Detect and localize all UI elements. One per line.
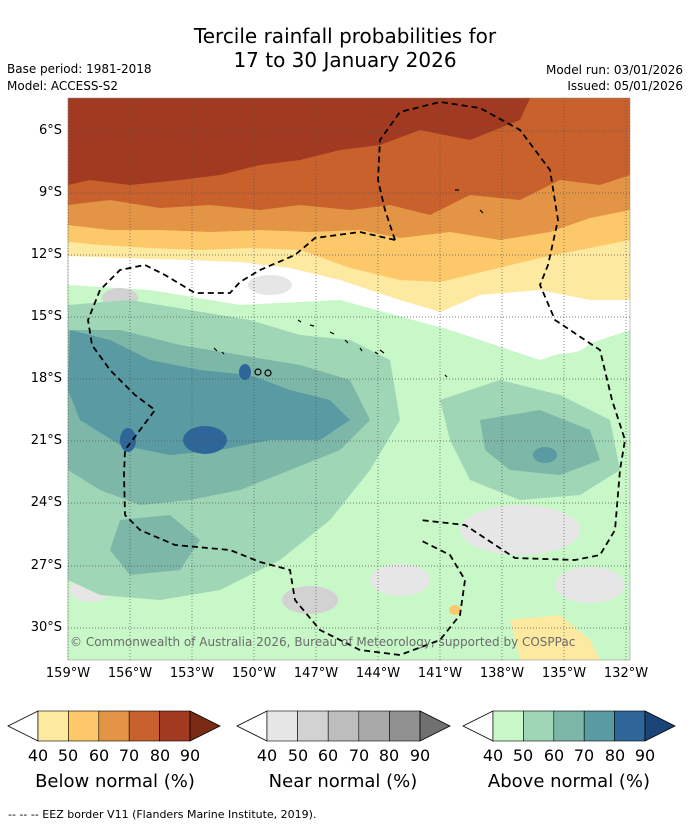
lon-label: 141°W	[417, 666, 463, 681]
below-normal-50-60-region	[449, 605, 461, 615]
lon-label: 135°W	[541, 666, 587, 681]
legend-above-tick: 60	[543, 746, 565, 765]
near-normal-patch	[555, 567, 625, 603]
near-normal-patch	[282, 586, 338, 614]
legend-above-tick: 40	[482, 746, 504, 765]
model-name: Model: ACCESS-S2	[7, 79, 119, 93]
legend-near-normal-bar	[236, 710, 451, 742]
near-normal-patch	[248, 275, 292, 295]
above-normal-60-70-region	[110, 515, 200, 575]
islands	[213, 189, 484, 378]
legend-above-tick: 90	[634, 746, 656, 765]
lat-label: 24°S	[30, 495, 62, 510]
lat-label: 9°S	[38, 185, 62, 200]
lat-label: 27°S	[30, 558, 62, 573]
legend-above-tick: 70	[573, 746, 595, 765]
legend-below-tick: 60	[88, 746, 110, 765]
legend-below-tick: 40	[27, 746, 49, 765]
below-normal-40-50-region	[510, 615, 600, 660]
lat-label: 6°S	[38, 123, 62, 138]
legend-below-tick: 80	[149, 746, 171, 765]
legend-above-normal-bar	[462, 710, 676, 742]
legend-near-title: Near normal (%)	[268, 771, 418, 792]
base-period: Base period: 1981-2018	[7, 62, 152, 76]
lat-label: 12°S	[30, 247, 62, 262]
legend-below-title: Below normal (%)	[35, 771, 195, 792]
legend-near-tick: 80	[378, 746, 400, 765]
legend-above-tick: 50	[512, 746, 534, 765]
near-normal-patch	[460, 505, 580, 555]
map-frame	[67, 97, 631, 661]
title-line-1: Tercile rainfall probabilities for	[193, 24, 497, 48]
legend-above-tick: 80	[604, 746, 626, 765]
legend-below-tick: 90	[179, 746, 201, 765]
issued-date: Issued: 05/01/2026	[567, 79, 683, 93]
legend-near-tick: 50	[287, 746, 309, 765]
above-normal-80-90-region	[120, 428, 136, 452]
no-dominant-patch	[530, 326, 590, 354]
legend-below-tick: 50	[57, 746, 79, 765]
lat-label: 30°S	[30, 620, 62, 635]
lon-label: 156°W	[107, 666, 153, 681]
model-run: Model run: 03/01/2026	[545, 63, 683, 77]
gridlines	[67, 98, 630, 660]
copyright-notice: © Commonwealth of Australia 2026, Bureau…	[70, 635, 576, 649]
lon-label: 159°W	[45, 666, 91, 681]
eez-borders	[87, 101, 626, 656]
above-normal-80-90-region	[183, 426, 227, 454]
legend-above-title: Above normal (%)	[487, 771, 651, 792]
lat-label: 18°S	[30, 371, 62, 386]
legend-near-tick: 70	[348, 746, 370, 765]
legend-below-normal-bar	[7, 710, 221, 742]
above-normal-80-90-region	[239, 364, 251, 380]
lon-label: 153°W	[169, 666, 215, 681]
legend-near-tick: 90	[409, 746, 431, 765]
legend-near-tick: 40	[256, 746, 278, 765]
legend-near-tick: 60	[317, 746, 339, 765]
lon-label: 132°W	[603, 666, 649, 681]
eez-footnote: -- -- -- EEZ border V11 (Flanders Marine…	[8, 808, 317, 821]
title-line-2: 17 to 30 January 2026	[233, 48, 457, 72]
below-normal-80-90-region	[68, 98, 530, 185]
above-normal-70-80-region	[533, 447, 557, 463]
lon-label: 144°W	[355, 666, 401, 681]
legend-below-tick: 70	[118, 746, 140, 765]
lon-label: 150°W	[231, 666, 277, 681]
lon-label: 138°W	[479, 666, 525, 681]
lat-label: 15°S	[30, 309, 62, 324]
near-normal-patch	[370, 564, 430, 596]
lat-label: 21°S	[30, 433, 62, 448]
above-normal-60-70-region	[480, 410, 600, 475]
lon-label: 147°W	[293, 666, 339, 681]
above-normal-70-80-region	[68, 330, 350, 455]
